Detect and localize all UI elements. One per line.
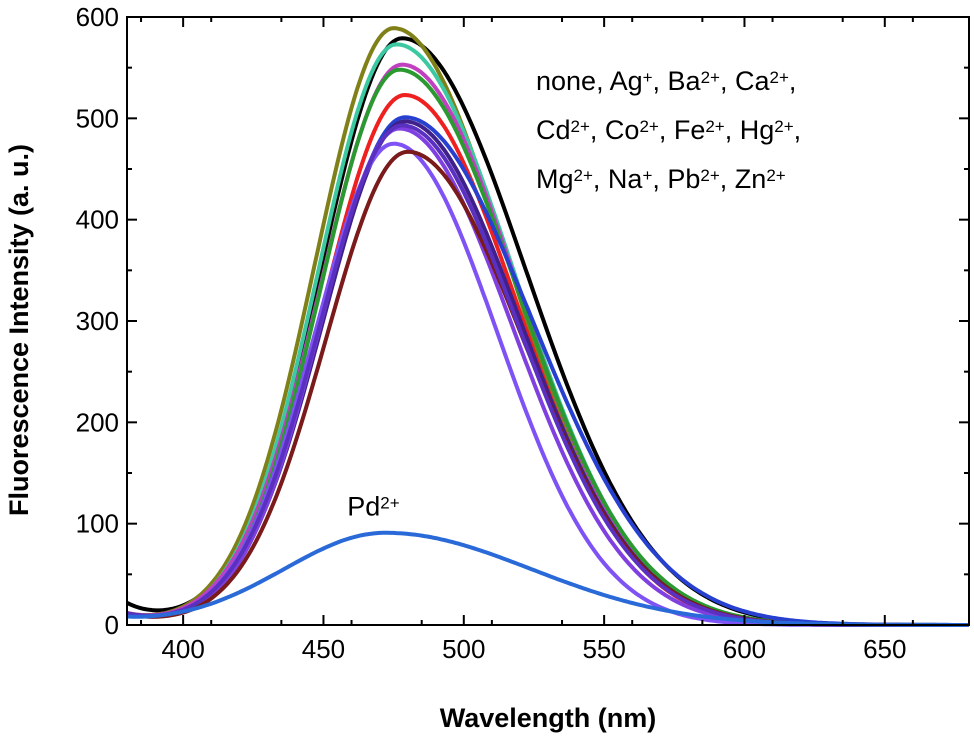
ticks-layer (127, 16, 969, 626)
x-tick-label: 400 (161, 634, 204, 664)
y-tick-label: 100 (76, 509, 119, 539)
x-tick-label: 600 (723, 634, 766, 664)
legend-line-1: none, Ag+, Ba2+, Ca2+, (536, 66, 796, 96)
pd-annotation: Pd2+ (347, 492, 399, 522)
y-tick-label: 200 (76, 407, 119, 437)
y-tick-label: 500 (76, 103, 119, 133)
plot-area (127, 17, 969, 625)
x-tick-label: 500 (442, 634, 485, 664)
y-tick-label: 400 (76, 205, 119, 235)
annotation-layer: Pd2+ (347, 492, 399, 522)
x-tick-label: 450 (302, 634, 345, 664)
x-tick-label: 650 (863, 634, 906, 664)
legend-text: none, Ag+, Ba2+, Ca2+, Cd2+, Co2+, Fe2+, … (536, 66, 801, 194)
y-tick-label: 600 (76, 2, 119, 32)
y-tick-label: 300 (76, 306, 119, 336)
tick-labels-layer: 400 450 500 550 600 650 0 100 200 300 400 500 600 (76, 2, 907, 664)
x-tick-label: 550 (582, 634, 625, 664)
legend-line-3: Mg2+, Na+, Pb2+, Zn2+ (536, 164, 786, 194)
y-axis-title: Fluorescence Intensity (a. u.) (4, 144, 34, 516)
y-tick-label: 0 (105, 610, 119, 640)
x-axis-title: Wavelength (nm) (440, 703, 657, 733)
legend-line-2: Cd2+, Co2+, Fe2+, Hg2+, (536, 115, 801, 145)
